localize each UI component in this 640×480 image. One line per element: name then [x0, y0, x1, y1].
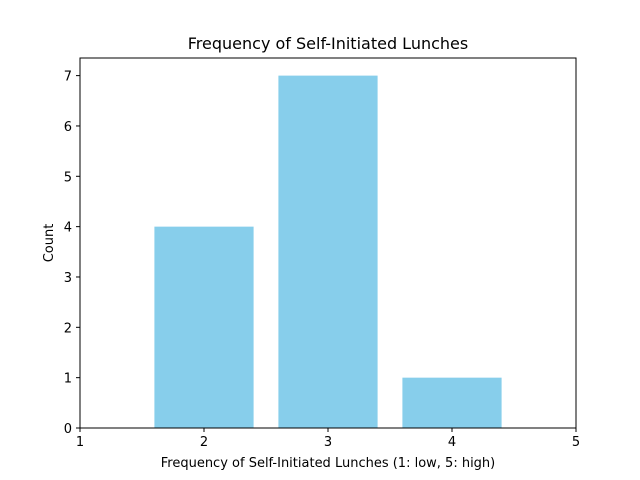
y-tick-label-4: 4: [64, 221, 72, 236]
x-ticks-group: 1 2 3 4 5: [76, 428, 580, 450]
x-tick-label-4: 4: [448, 435, 456, 450]
y-tick-label-0: 0: [64, 422, 72, 437]
x-tick-label-3: 3: [324, 435, 332, 450]
y-tick-label-2: 2: [64, 321, 72, 336]
y-ticks-group: 0 1 2 3 4 5 6 7: [64, 70, 80, 437]
bars-group: [154, 75, 502, 428]
x-axis-label: Frequency of Self-Initiated Lunches (1: …: [161, 456, 496, 471]
x-tick-label-2: 2: [200, 435, 208, 450]
plot-frame: [79, 57, 577, 429]
x-tick-label-1: 1: [76, 435, 84, 450]
y-tick-label-6: 6: [64, 120, 72, 135]
y-tick-label-1: 1: [64, 372, 72, 387]
bar-3: [278, 75, 378, 428]
chart-title: Frequency of Self-Initiated Lunches: [188, 34, 468, 53]
bar-2: [154, 226, 254, 428]
y-tick-label-7: 7: [64, 70, 72, 85]
x-tick-label-5: 5: [572, 435, 580, 450]
y-axis-label: Count: [42, 224, 57, 263]
y-tick-label-5: 5: [64, 170, 72, 185]
y-tick-label-3: 3: [64, 271, 72, 286]
bar-4: [402, 377, 502, 428]
